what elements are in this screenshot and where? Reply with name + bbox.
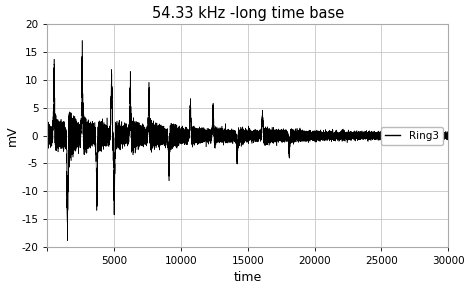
X-axis label: time: time — [234, 271, 262, 284]
Legend: Ring3: Ring3 — [381, 126, 443, 145]
Y-axis label: mV: mV — [6, 125, 18, 146]
Title: 54.33 kHz -long time base: 54.33 kHz -long time base — [152, 6, 344, 21]
